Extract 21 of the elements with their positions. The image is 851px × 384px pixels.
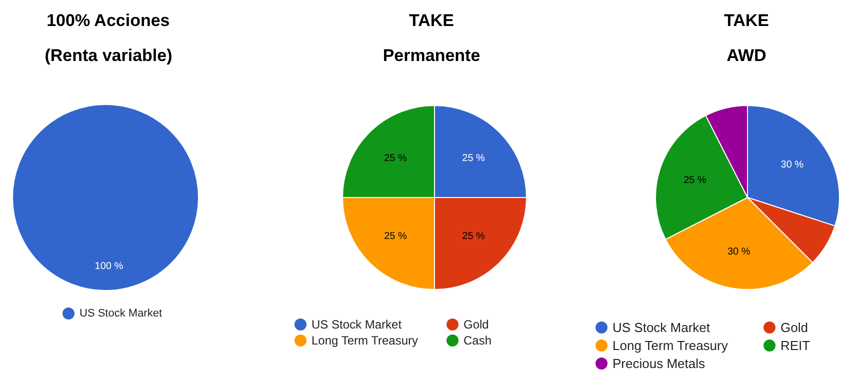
chart-title: 100% Acciones (Renta variable): [44, 11, 172, 65]
legend-label: Gold: [780, 320, 808, 335]
legend-label: US Stock Market: [80, 308, 162, 320]
data-label: 25 %: [684, 174, 707, 186]
legend-label: Gold: [464, 318, 489, 332]
data-label: 25 %: [384, 231, 407, 242]
data-label: 25 %: [384, 152, 407, 164]
legend-label: Precious Metals: [612, 356, 706, 371]
legend-label: Long Term Treasury: [312, 334, 418, 348]
legend-label: Cash: [464, 334, 492, 348]
data-label: 25 %: [462, 231, 486, 242]
data-label: 100 %: [94, 260, 124, 272]
chart-title: TAKE AWD: [724, 11, 770, 65]
data-label: 25 %: [462, 152, 486, 164]
legend-label: US Stock Market: [612, 320, 710, 335]
legend-label: REIT: [780, 338, 810, 353]
data-label: 30 %: [727, 246, 750, 258]
legend-label: Long Term Treasury: [612, 338, 728, 353]
chart-title: TAKE Permanente: [382, 11, 480, 65]
data-label: 30 %: [780, 160, 804, 171]
legend-label: US Stock Market: [312, 318, 402, 332]
